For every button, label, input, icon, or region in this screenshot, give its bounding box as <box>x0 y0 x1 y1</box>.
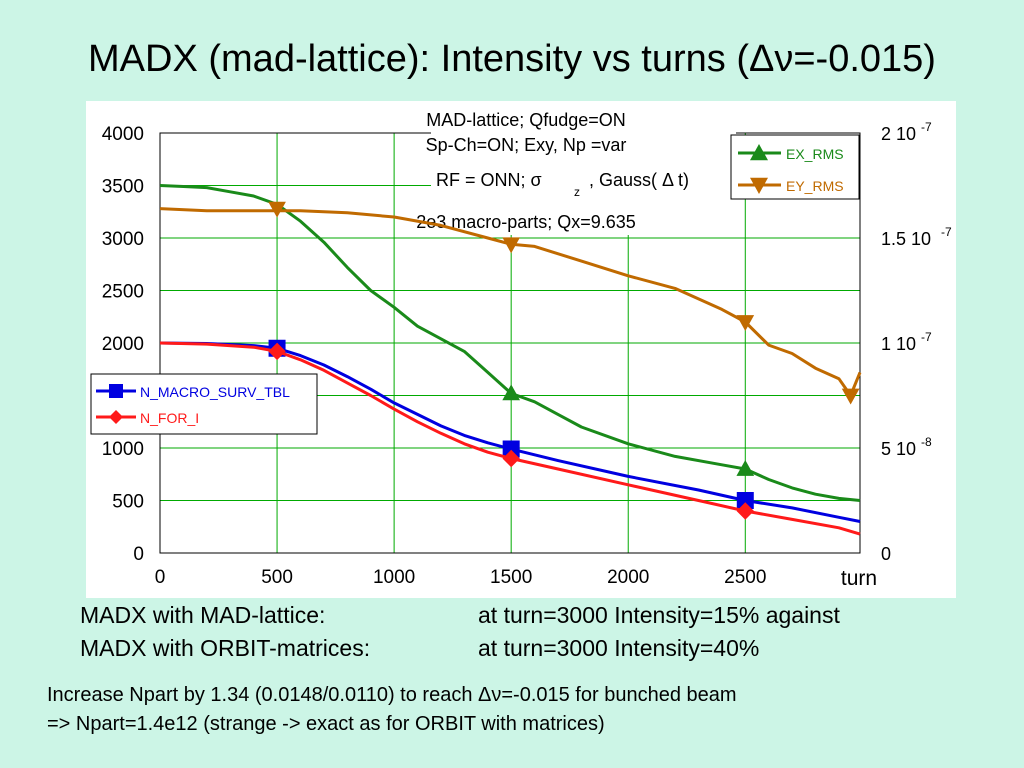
x-tick-label: 500 <box>261 567 293 588</box>
legend-label-nmacro: N_MACRO_SURV_TBL <box>140 384 290 400</box>
y-right-tick-exponent: -8 <box>921 435 932 449</box>
slide-title: MADX (mad-lattice): Intensity vs turns (… <box>88 38 936 80</box>
note-mad-label: MADX with MAD-lattice: <box>80 602 326 628</box>
y-right-tick-label: 0 <box>881 544 891 564</box>
data-point-ey_rms <box>268 201 286 218</box>
note-orbit-label: MADX with ORBIT-matrices: <box>80 635 371 661</box>
data-point-ey_rms <box>736 315 755 332</box>
annotation-line: , Gauss( Δ t) <box>589 170 689 190</box>
data-point-n_macro_surv_tbl <box>736 492 754 509</box>
data-point-n_for_i <box>502 449 520 468</box>
x-tick-label: 0 <box>155 567 166 588</box>
footer-line-1: Increase Npart by 1.34 (0.0148/0.0110) t… <box>47 684 737 706</box>
annotation-line: Sp-Ch=ON; Exy, Np =var <box>426 135 627 155</box>
y-left-tick-label: 0 <box>133 544 144 565</box>
notes: MADX with MAD-lattice: at turn=3000 Inte… <box>80 602 840 668</box>
legend-label-nfori: N_FOR_I <box>140 410 199 426</box>
annotation-line: 2e3 macro-parts; Qx=9.635 <box>416 212 636 232</box>
note-orbit-result: at turn=3000 Intensity=40% <box>478 635 760 661</box>
y-left-tick-label: 2500 <box>102 282 144 303</box>
data-point-n_for_i <box>736 502 754 520</box>
x-tick-label: 1500 <box>490 567 532 588</box>
y-left-tick-label: 3000 <box>102 229 144 250</box>
legend-emittance-frame <box>730 134 860 200</box>
y-right-tick-label: 1 10 <box>881 334 916 354</box>
legend-marker-nmacro <box>109 384 123 398</box>
legend-intensity <box>90 373 318 435</box>
note-row-orbit: MADX with ORBIT-matrices: at turn=3000 I… <box>80 635 759 668</box>
y-left-tick-label: 500 <box>112 492 144 513</box>
legend-emittance <box>730 134 860 200</box>
annotation-subscript: z <box>574 185 580 199</box>
legend-intensity-frame <box>90 373 318 435</box>
series-line-n_for_i <box>159 341 861 536</box>
y-right-tick-exponent: -7 <box>921 330 932 344</box>
data-point-n_macro_surv_tbl <box>502 440 520 458</box>
y-left-tick-label: 3500 <box>102 177 144 198</box>
y-left-tick-label: 4000 <box>102 124 144 145</box>
y-right-tick-exponent: -7 <box>921 120 932 134</box>
series-line-ey_rms <box>159 207 862 397</box>
annotation-line: MAD-lattice; Qfudge=ON <box>426 110 626 130</box>
series-line-ex_rms <box>159 184 861 502</box>
note-row-mad: MADX with MAD-lattice: at turn=3000 Inte… <box>80 602 840 635</box>
legend-marker-nfori <box>109 410 123 424</box>
y-right-tick-label: 2 10 <box>881 124 916 144</box>
note-mad-result: at turn=3000 Intensity=15% against <box>478 602 840 628</box>
data-point-n_for_i <box>268 342 286 361</box>
x-axis-label: turn <box>841 567 877 590</box>
x-tick-label: 2000 <box>607 567 649 588</box>
legend-label-ey: EY_RMS <box>786 178 844 194</box>
y-left-tick-label: 2000 <box>102 334 144 355</box>
annotation-line: RF = ONN; σ <box>436 170 542 190</box>
x-tick-label: 1000 <box>373 567 415 588</box>
plot-panel: 0 500 1000 1500 2000 2500 3000 3500 4000 0 5 10 -8 1… <box>86 101 956 598</box>
y-right-tick-label: 1.5 10 <box>881 229 931 249</box>
legend-marker-ey <box>750 177 768 194</box>
chart: 0 500 1000 1500 2000 2500 3000 3500 4000 0 5 10 -8 1… <box>90 105 952 590</box>
data-point-ey_rms <box>502 237 521 254</box>
y-right-tick-label: 5 10 <box>881 439 916 459</box>
legend-marker-ex <box>750 144 768 161</box>
y-left-tick-label: 1000 <box>102 439 144 460</box>
footer-line-2: => Npart=1.4e12 (strange -> exact as for… <box>47 713 605 735</box>
data-point-ex_rms <box>502 384 521 401</box>
legend-label-ex: EX_RMS <box>786 146 844 162</box>
footer-text: Increase Npart by 1.34 (0.0148/0.0110) t… <box>47 681 737 739</box>
x-tick-label: 2500 <box>724 567 766 588</box>
data-point-ex_rms <box>736 459 755 476</box>
annotation-box <box>431 105 736 235</box>
y-right-tick-exponent: -7 <box>941 225 952 239</box>
data-point-ey_rms <box>841 388 860 405</box>
